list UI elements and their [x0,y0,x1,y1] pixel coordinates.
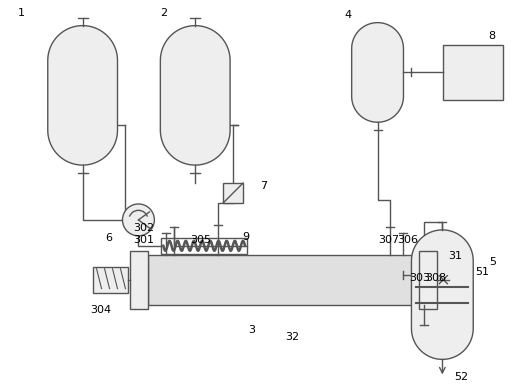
Text: 308: 308 [425,273,446,283]
Bar [443,45,503,100]
Bar [131,251,149,308]
Polygon shape [48,26,118,165]
Text: 307: 307 [378,235,399,245]
Text: 8: 8 [489,31,496,41]
Polygon shape [411,230,473,359]
Text: 303: 303 [409,273,430,283]
Text: 306: 306 [397,235,418,245]
Text: 305: 305 [190,235,211,245]
Text: 7: 7 [261,181,267,191]
Bar [92,267,128,293]
Polygon shape [160,26,230,165]
Text: 302: 302 [133,223,154,233]
Bar [162,238,247,254]
Text: 4: 4 [344,10,351,20]
Text: 9: 9 [243,232,250,242]
Text: 301: 301 [133,235,154,245]
Bar [223,183,243,203]
Polygon shape [352,23,404,122]
Circle shape [122,204,154,236]
Text: 3: 3 [249,324,255,334]
Bar [149,255,420,305]
Text: 2: 2 [160,8,167,17]
Text: 6: 6 [105,233,112,243]
Text: 1: 1 [18,8,24,17]
Text: 304: 304 [90,305,111,315]
Bar [420,251,438,308]
Text: 51: 51 [475,267,489,277]
Text: 52: 52 [454,372,469,382]
Text: 31: 31 [448,251,462,261]
Text: 5: 5 [490,257,497,267]
Text: 32: 32 [285,333,299,343]
